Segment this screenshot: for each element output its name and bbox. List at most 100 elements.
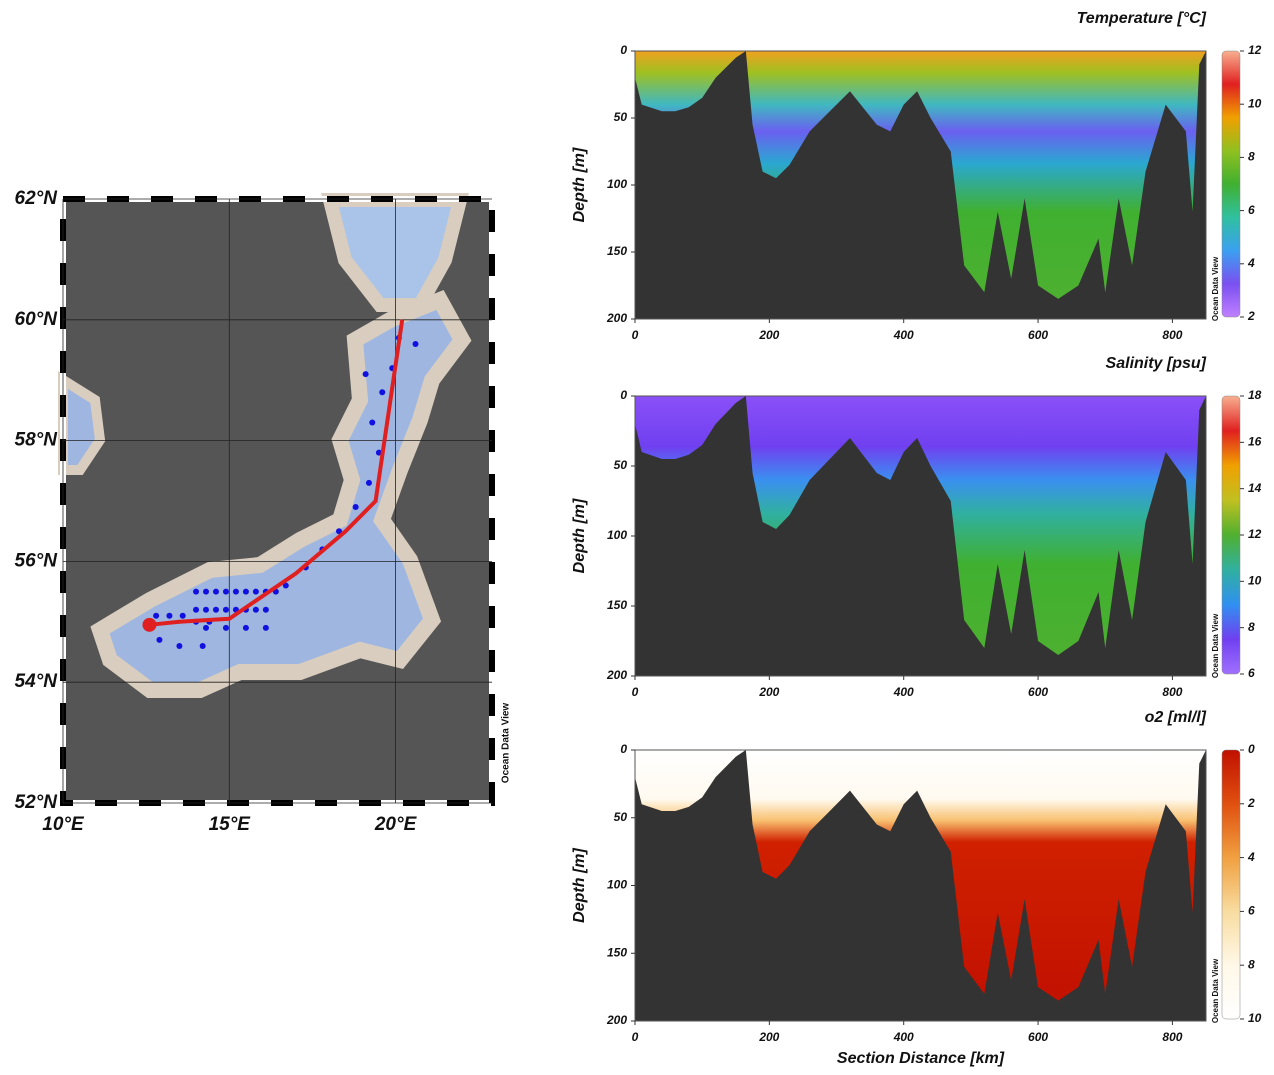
- map-panel: [63, 199, 492, 803]
- x-tick-label: 400: [893, 328, 914, 342]
- track-start: [142, 618, 156, 632]
- chart-title: Temperature [°C]: [1077, 10, 1207, 27]
- y-tick-label: 150: [607, 945, 627, 959]
- colorbar-label: 8: [1248, 957, 1255, 971]
- x-axis-label: Section Distance [km]: [837, 1050, 1005, 1067]
- colorbar: [1222, 51, 1240, 317]
- station: [180, 613, 186, 619]
- chart-title: o2 [ml/l]: [1145, 709, 1207, 726]
- station: [223, 625, 229, 631]
- colorbar: [1222, 750, 1240, 1019]
- y-tick-label: 100: [607, 528, 627, 542]
- x-tick-label: 400: [893, 1030, 914, 1044]
- colorbar-label: 10: [1248, 574, 1262, 588]
- x-tick-label: 600: [1028, 685, 1048, 699]
- colorbar-label: 2: [1247, 309, 1255, 323]
- station: [200, 643, 206, 649]
- station: [193, 589, 199, 595]
- station: [253, 607, 259, 613]
- y-tick-label: 150: [607, 244, 627, 258]
- y-tick-label: 62°N: [15, 188, 59, 209]
- station: [263, 607, 269, 613]
- station: [176, 643, 182, 649]
- x-tick-label: 20°E: [374, 814, 418, 835]
- watermark: Ocean Data View: [1211, 958, 1220, 1023]
- x-tick-label: 600: [1028, 1030, 1048, 1044]
- y-tick-label: 200: [606, 668, 627, 682]
- station: [253, 589, 259, 595]
- station: [413, 341, 419, 347]
- y-tick-label: 0: [620, 742, 627, 756]
- station: [213, 589, 219, 595]
- station: [353, 504, 359, 510]
- station: [153, 613, 159, 619]
- station: [193, 607, 199, 613]
- station: [166, 613, 172, 619]
- station: [263, 625, 269, 631]
- station: [223, 607, 229, 613]
- x-tick-label: 800: [1162, 328, 1182, 342]
- y-tick-label: 54°N: [15, 671, 59, 692]
- station: [203, 607, 209, 613]
- colorbar-label: 8: [1248, 150, 1255, 164]
- station: [233, 589, 239, 595]
- colorbar: [1222, 396, 1240, 674]
- y-tick-label: 50: [614, 810, 628, 824]
- y-tick-label: 50: [614, 110, 628, 124]
- x-tick-label: 15°E: [209, 814, 252, 835]
- station: [363, 371, 369, 377]
- y-axis-label: Depth [m]: [571, 848, 588, 923]
- colorbar-label: 4: [1247, 256, 1255, 270]
- y-tick-label: 150: [607, 598, 627, 612]
- station: [369, 419, 375, 425]
- x-tick-label: 10°E: [42, 814, 85, 835]
- y-tick-label: 100: [607, 177, 627, 191]
- x-tick-label: 0: [632, 685, 639, 699]
- y-tick-label: 52°N: [15, 792, 59, 813]
- y-tick-label: 56°N: [15, 550, 59, 571]
- station: [243, 589, 249, 595]
- y-tick-label: 200: [606, 1013, 627, 1027]
- y-axis-label: Depth [m]: [571, 147, 588, 222]
- colorbar-label: 16: [1248, 435, 1262, 449]
- colorbar-label: 4: [1247, 850, 1255, 864]
- y-tick-label: 50: [614, 458, 628, 472]
- watermark: Ocean Data View: [1211, 613, 1220, 678]
- colorbar-label: 12: [1248, 43, 1262, 57]
- station: [203, 625, 209, 631]
- x-tick-label: 200: [758, 328, 779, 342]
- x-tick-label: 0: [632, 328, 639, 342]
- watermark: Ocean Data View: [501, 703, 512, 784]
- colorbar-label: 14: [1248, 481, 1262, 495]
- y-tick-label: 0: [620, 43, 627, 57]
- station: [156, 637, 162, 643]
- y-tick-label: 58°N: [15, 430, 59, 451]
- watermark: Ocean Data View: [1211, 256, 1220, 321]
- figure: 10°E 15°E 20°E 52°N 54°N 56°N 58°N 60°N 62°N Ocea…: [0, 0, 1274, 1075]
- colorbar-label: 18: [1248, 388, 1262, 402]
- x-tick-label: 200: [758, 685, 779, 699]
- colorbar-label: 8: [1248, 620, 1255, 634]
- y-tick-label: 200: [606, 311, 627, 325]
- colorbar-label: 6: [1248, 904, 1255, 918]
- x-tick-label: 800: [1162, 1030, 1182, 1044]
- station: [213, 607, 219, 613]
- station: [379, 389, 385, 395]
- chart-title: Salinity [psu]: [1106, 355, 1207, 372]
- x-tick-label: 800: [1162, 685, 1182, 699]
- colorbar-label: 0: [1248, 742, 1255, 756]
- y-tick-label: 60°N: [15, 309, 59, 330]
- x-tick-label: 0: [632, 1030, 639, 1044]
- station: [223, 589, 229, 595]
- y-tick-label: 100: [607, 878, 627, 892]
- x-tick-label: 400: [893, 685, 914, 699]
- x-tick-label: 200: [758, 1030, 779, 1044]
- station: [366, 480, 372, 486]
- colorbar-label: 10: [1248, 96, 1262, 110]
- station: [243, 625, 249, 631]
- x-tick-label: 600: [1028, 328, 1048, 342]
- colorbar-label: 10: [1248, 1011, 1262, 1025]
- y-axis-label: Depth [m]: [571, 498, 588, 573]
- colorbar-label: 12: [1248, 527, 1262, 541]
- station: [203, 589, 209, 595]
